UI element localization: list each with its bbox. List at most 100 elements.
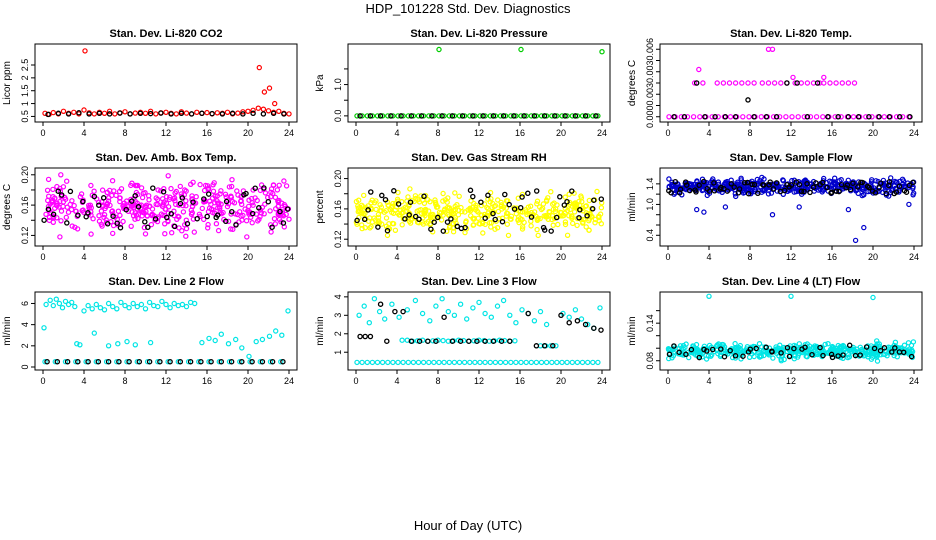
- data-point: [880, 180, 887, 187]
- data-point: [884, 353, 890, 359]
- overlay-point: [770, 186, 777, 192]
- data-point-mid: [851, 80, 858, 86]
- data-point-mid: [285, 308, 291, 314]
- panel-3: Stan. Dev. Li-820 Temp. degrees C 0 4 8 12 16 2…: [627, 28, 923, 138]
- data-point: [283, 183, 290, 189]
- data-point-upper: [59, 305, 66, 311]
- plot-frame: [347, 291, 611, 371]
- data-point: [550, 222, 556, 228]
- overlay-point: [218, 358, 225, 365]
- overlay-point: [791, 345, 797, 352]
- data-point: [390, 210, 397, 216]
- overlay-point: [269, 358, 276, 365]
- data-point: [249, 200, 255, 206]
- overlay-point: [751, 114, 757, 120]
- x-tick-label: 8: [747, 128, 752, 138]
- data-point-high: [261, 89, 268, 95]
- x-tick-label: 16: [827, 252, 837, 262]
- data-point-upper: [597, 305, 603, 311]
- data-point: [579, 199, 585, 205]
- data-point: [270, 182, 277, 189]
- data-point-upper: [464, 316, 470, 322]
- data-point: [58, 172, 64, 178]
- overlay-point: [745, 190, 752, 197]
- data-point: [471, 222, 477, 228]
- data-point: [85, 202, 92, 209]
- data-point: [362, 224, 368, 231]
- data-point: [362, 206, 368, 212]
- overlay-point: [270, 110, 277, 117]
- data-point-low: [574, 359, 581, 366]
- data-point: [827, 178, 833, 184]
- data-point: [780, 177, 786, 183]
- data-point-mid: [714, 80, 720, 86]
- data-point: [545, 216, 552, 222]
- overlay-point: [158, 110, 164, 116]
- data-point-base: [574, 113, 581, 119]
- data-point-base: [777, 114, 783, 120]
- overlay-point: [511, 113, 517, 119]
- data-point: [566, 191, 572, 197]
- overlay-point: [280, 358, 286, 365]
- overlay-point: [171, 223, 178, 230]
- overlay-point: [769, 349, 775, 355]
- data-point-upper: [122, 302, 128, 309]
- data-point: [911, 190, 917, 196]
- data-point-mid: [804, 80, 811, 86]
- data-point: [244, 234, 250, 240]
- panel-5: Stan. Dev. Gas Stream RH percent 0 4 8 12 16 20…: [315, 152, 611, 262]
- data-point: [832, 175, 838, 181]
- overlay-point: [709, 346, 716, 353]
- data-point: [140, 190, 146, 196]
- overlay-point: [876, 185, 882, 191]
- data-point-base: [153, 111, 159, 117]
- data-point-base: [255, 105, 261, 111]
- data-point: [474, 208, 480, 214]
- overlay-point: [467, 187, 474, 194]
- data-point: [690, 346, 697, 352]
- data-point: [109, 208, 116, 214]
- overlay-point: [485, 192, 491, 199]
- data-point: [99, 187, 106, 193]
- overlay-point: [123, 206, 129, 213]
- data-point: [444, 228, 450, 234]
- data-point: [897, 178, 903, 185]
- data-point: [149, 211, 156, 218]
- overlay-point: [482, 215, 488, 221]
- overlay-point: [160, 189, 167, 195]
- overlay-point: [377, 113, 384, 119]
- data-point: [666, 176, 672, 182]
- data-point-low-outliers: [694, 206, 700, 213]
- x-tick-label: 8: [435, 376, 440, 386]
- data-point-upper: [396, 314, 402, 320]
- data-point: [715, 350, 721, 357]
- data-point-mid: [239, 345, 245, 351]
- data-point: [905, 340, 912, 346]
- data-point-mid: [399, 337, 405, 343]
- data-point: [155, 187, 161, 193]
- data-point: [191, 229, 197, 235]
- overlay-point: [100, 195, 107, 201]
- data-point: [153, 195, 159, 201]
- data-point-low: [487, 359, 493, 366]
- overlay-point: [589, 206, 596, 212]
- overlay-point: [407, 199, 414, 205]
- data-point: [355, 203, 361, 209]
- overlay-point: [696, 354, 703, 361]
- data-point-low: [456, 359, 463, 366]
- data-point: [63, 214, 70, 221]
- data-point: [234, 188, 240, 194]
- overlay-point: [533, 188, 540, 194]
- data-point-mid: [839, 80, 846, 86]
- data-point: [488, 224, 494, 230]
- data-point: [909, 348, 916, 355]
- data-point: [225, 218, 232, 225]
- data-point: [421, 209, 428, 215]
- data-point-low: [247, 359, 253, 365]
- overlay-point: [809, 351, 815, 358]
- overlay-point: [167, 358, 173, 365]
- data-point: [450, 228, 457, 235]
- overlay-point: [666, 351, 673, 358]
- data-point-upper: [53, 296, 60, 302]
- x-tick-label: 12: [474, 128, 484, 138]
